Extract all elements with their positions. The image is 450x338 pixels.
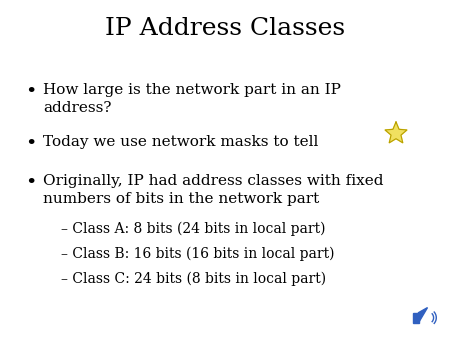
- Text: IP Address Classes: IP Address Classes: [105, 17, 345, 40]
- Text: – Class C: 24 bits (8 bits in local part): – Class C: 24 bits (8 bits in local part…: [61, 272, 326, 287]
- Text: Originally, IP had address classes with fixed
numbers of bits in the network par: Originally, IP had address classes with …: [43, 174, 383, 206]
- Text: •: •: [25, 174, 36, 192]
- Text: – Class A: 8 bits (24 bits in local part): – Class A: 8 bits (24 bits in local part…: [61, 221, 325, 236]
- Text: How large is the network part in an IP
address?: How large is the network part in an IP a…: [43, 83, 341, 115]
- Text: •: •: [25, 135, 36, 153]
- Polygon shape: [418, 308, 427, 323]
- Text: – Class B: 16 bits (16 bits in local part): – Class B: 16 bits (16 bits in local par…: [61, 247, 334, 261]
- Text: •: •: [25, 83, 36, 101]
- Text: Today we use network masks to tell: Today we use network masks to tell: [43, 135, 318, 149]
- Polygon shape: [413, 313, 419, 323]
- Polygon shape: [385, 122, 407, 143]
